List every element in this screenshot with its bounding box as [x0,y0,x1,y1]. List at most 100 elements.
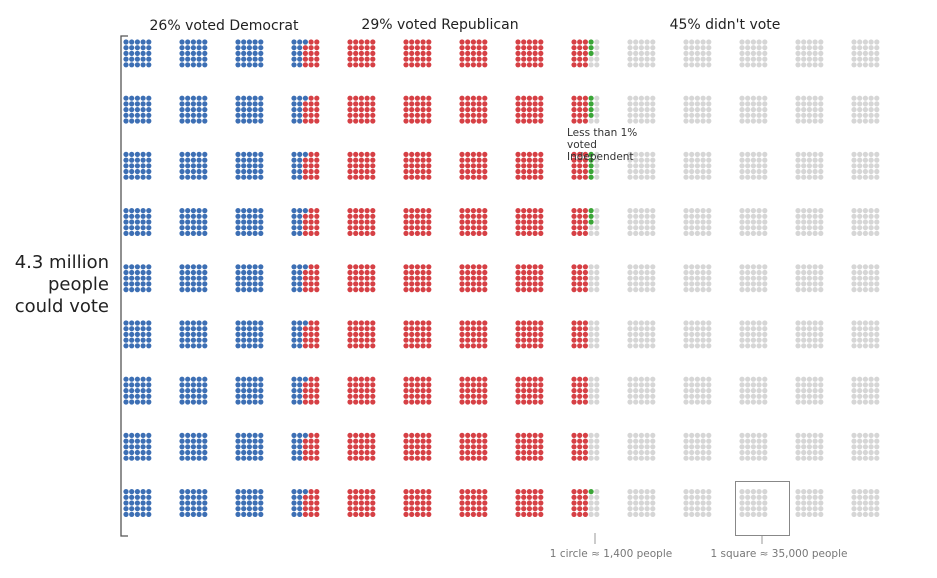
person-dot-did-not-vote [874,326,880,332]
person-dot-republican [577,500,583,506]
person-dot-did-not-vote [689,455,695,461]
person-dot-democrat [297,269,303,276]
person-dot-did-not-vote [857,494,863,500]
person-dot-did-not-vote [683,225,689,231]
person-dot-republican [582,343,589,349]
person-dot-did-not-vote [650,62,656,68]
person-dot-did-not-vote [706,45,712,51]
person-dot-did-not-vote [862,275,869,281]
person-dot-republican [358,500,364,506]
person-dot-republican [302,331,308,337]
person-dot-republican [470,438,476,444]
person-dot-did-not-vote [868,511,874,517]
person-dot-republican [459,494,465,500]
person-dot-democrat [123,388,129,394]
person-dot-did-not-vote [683,50,689,57]
person-dot-republican [532,376,538,382]
person-dot-republican [353,275,359,281]
person-dot-republican [521,208,527,214]
person-dot-republican [353,376,359,382]
person-dot-democrat [202,225,208,231]
person-dot-did-not-vote [633,382,639,388]
person-dot-republican [420,320,426,326]
person-dot-did-not-vote [683,444,689,450]
person-dot-democrat [190,95,196,101]
person-dot-did-not-vote [750,275,757,281]
person-dot-democrat [241,399,247,405]
person-dot-democrat [123,225,129,231]
person-dot-republican [515,494,521,500]
person-dot-did-not-vote [762,376,768,382]
person-dot-did-not-vote [644,506,650,512]
person-dot-republican [526,264,533,270]
person-dot-did-not-vote [806,489,813,495]
person-dot-did-not-vote [851,444,857,450]
person-dot-republican [414,50,420,57]
person-dot-did-not-vote [650,320,656,326]
person-dot-republican [347,506,353,512]
person-dot-republican [515,326,521,332]
person-dot-republican [476,500,482,506]
person-dot-did-not-vote [818,62,824,68]
person-dot-republican [353,107,359,113]
person-dot-democrat [252,388,258,394]
person-dot-republican [538,107,544,113]
person-dot-republican [465,432,471,438]
person-dot-republican [403,208,409,214]
person-dot-republican [347,376,353,382]
person-dot-did-not-vote [750,56,757,62]
person-dot-republican [582,151,589,157]
person-dot-democrat [291,432,297,438]
total-bracket [120,35,128,537]
person-dot-republican [582,337,589,343]
person-dot-democrat [297,438,303,444]
person-dot-democrat [291,163,297,169]
person-dot-republican [577,45,583,51]
person-dot-democrat [258,326,264,332]
person-dot-republican [314,500,320,506]
person-dot-democrat [202,331,208,337]
person-dot-democrat [185,112,191,118]
person-dot-republican [426,219,432,225]
person-dot-republican [582,39,589,45]
person-dot-did-not-vote [689,62,695,68]
person-dot-did-not-vote [683,118,689,124]
person-dot-did-not-vote [812,281,818,287]
person-dot-did-not-vote [694,494,701,500]
person-dot-democrat [297,444,303,450]
person-dot-democrat [258,337,264,343]
person-dot-democrat [252,62,258,68]
person-dot-did-not-vote [762,506,768,512]
person-dot-did-not-vote [762,444,768,450]
person-dot-did-not-vote [750,62,757,68]
person-dot-republican [364,95,370,101]
person-dot-republican [420,449,426,456]
person-dot-did-not-vote [644,107,650,113]
person-dot-did-not-vote [706,281,712,287]
person-dot-did-not-vote [650,56,656,62]
person-dot-did-not-vote [750,449,757,456]
person-dot-did-not-vote [851,438,857,444]
person-dot-democrat [235,157,241,163]
person-dot-republican [353,56,359,62]
person-dot-republican [538,174,544,180]
person-dot-did-not-vote [812,432,818,438]
person-dot-did-not-vote [627,151,633,157]
person-dot-did-not-vote [762,264,768,270]
person-dot-did-not-vote [706,326,712,332]
person-dot-democrat [190,388,196,394]
person-dot-democrat [129,399,135,405]
person-dot-did-not-vote [750,376,757,382]
person-dot-republican [370,101,376,107]
person-dot-did-not-vote [762,275,768,281]
person-dot-republican [459,343,465,349]
person-dot-republican [302,275,308,281]
person-dot-democrat [252,56,258,62]
person-dot-did-not-vote [745,264,751,270]
person-dot-republican [532,399,538,405]
person-dot-did-not-vote [862,489,869,495]
person-dot-democrat [297,112,303,118]
person-dot-did-not-vote [874,264,880,270]
person-dot-republican [532,163,538,169]
person-dot-did-not-vote [594,56,600,62]
